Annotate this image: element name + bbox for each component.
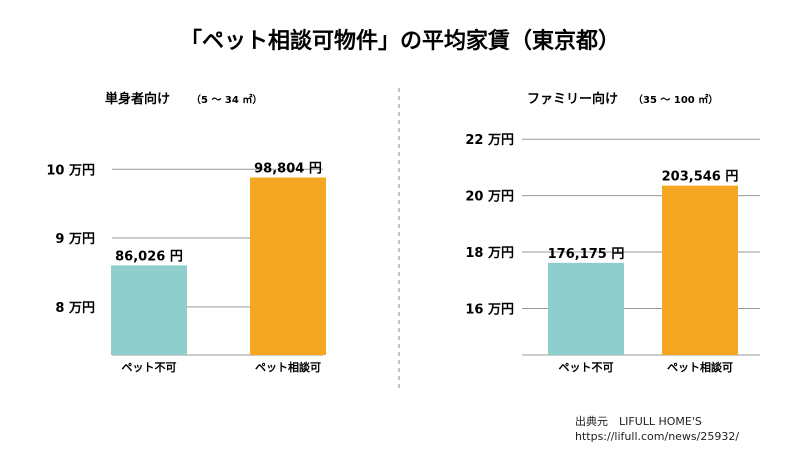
family-value-label: 203,546 円	[662, 170, 739, 185]
family-ytick-label: 16 万円	[465, 302, 514, 317]
single-chart-title: 単身者向け	[105, 91, 170, 107]
family-ytick-label: 20 万円	[465, 190, 514, 205]
family-category-label: ペット相談可	[667, 360, 733, 374]
single-ytick-label: 10 万円	[46, 163, 95, 178]
family-category-label: ペット不可	[559, 361, 614, 374]
single-category-label: ペット不可	[122, 361, 177, 374]
family-ytick-label: 18 万円	[465, 246, 514, 261]
family-chart-subtitle: （35 ～ 100 ㎡）	[633, 93, 718, 106]
family-chart: ファミリー向け （35 ～ 100 ㎡） 16 万円 18 万円 20 万円 22 万…	[465, 91, 760, 374]
single-category-label: ペット相談可	[255, 360, 321, 374]
single-ytick-label: 9 万円	[55, 232, 95, 247]
family-ytick-label: 22 万円	[465, 133, 514, 148]
family-bar-pet-not-allowed	[548, 262, 624, 355]
single-bar-pet-allowed	[250, 177, 326, 355]
family-value-label: 176,175 円	[548, 247, 625, 262]
single-chart-subtitle: （5 ～ 34 ㎡）	[191, 93, 262, 106]
single-value-label: 86,026 円	[115, 249, 183, 264]
page-title: 「ペット相談可物件」の平均家賃（東京都）	[180, 28, 620, 54]
family-bar-pet-allowed	[662, 185, 738, 355]
family-chart-title: ファミリー向け	[527, 91, 618, 107]
single-bar-pet-not-allowed	[111, 265, 187, 355]
source-credit: 出典元 LIFULL HOME'S	[575, 414, 702, 428]
single-value-label: 98,804 円	[254, 161, 322, 176]
single-ytick-label: 8 万円	[55, 301, 95, 316]
source-url: https://lifull.com/news/25932/	[575, 430, 739, 443]
